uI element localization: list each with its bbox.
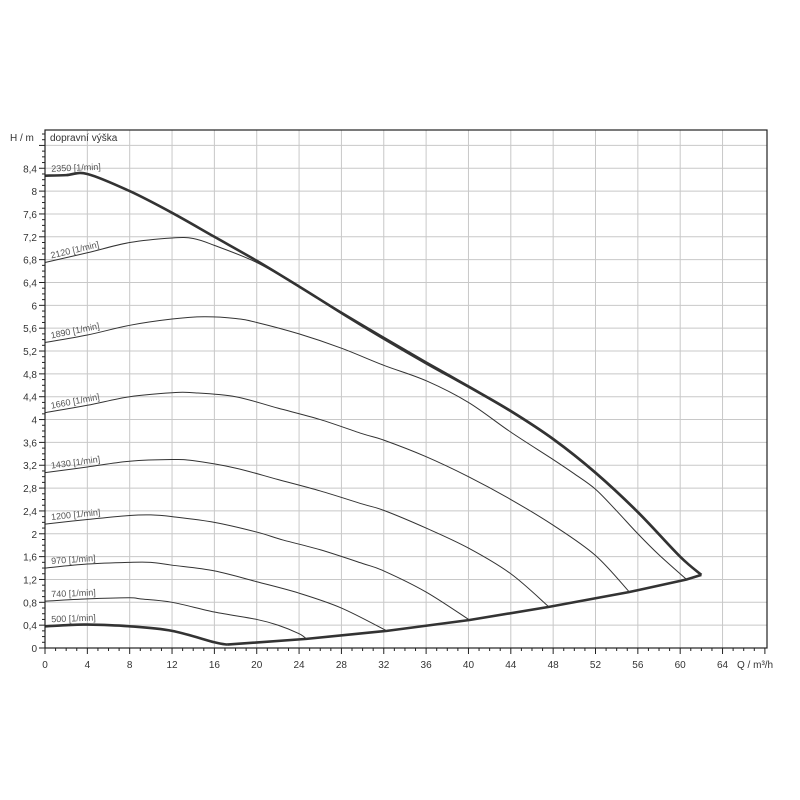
y-tick-label: 1,6: [23, 553, 37, 564]
y-tick-label: 6,4: [23, 278, 37, 289]
speed-curve-label-2350: 2350 [1/min]: [51, 162, 101, 174]
plot-frame: [44, 129, 768, 649]
y-tick-label: 6: [31, 301, 37, 312]
x-axis-label: Q / m³/h: [737, 660, 773, 671]
x-tick-label: 48: [548, 660, 560, 671]
grid: [44, 130, 767, 649]
x-tick-label: 40: [463, 660, 475, 671]
x-tick-label: 56: [632, 660, 644, 671]
y-tick-label: 1,2: [23, 575, 37, 586]
y-axis-label: H / m: [10, 133, 34, 144]
y-tick-label: 0,4: [23, 621, 37, 632]
curves: 2350 [1/min]2120 [1/min]1890 [1/min]1660…: [44, 162, 703, 646]
y-tick-label: 4,4: [23, 393, 37, 404]
speed-curve-1430: [44, 458, 550, 608]
y-tick-label: 7,2: [23, 233, 37, 244]
y-axis-description: dopravní výška: [50, 133, 118, 144]
speed-curve-label-1200: 1200 [1/min]: [51, 507, 101, 522]
x-tick-label: 4: [85, 660, 91, 671]
y-tick-label: 6,8: [23, 256, 37, 267]
y-tick-label: 0: [31, 644, 37, 655]
y-tick-label: 7,6: [23, 210, 37, 221]
y-tick-label: 3,6: [23, 438, 37, 449]
y-tick-label: 5,6: [23, 324, 37, 335]
y-tick-label: 0,8: [23, 598, 37, 609]
x-tick-label: 28: [336, 660, 348, 671]
x-tick-label: 20: [251, 660, 263, 671]
y-tick-label: 8,4: [23, 164, 37, 175]
y-tick-label: 2,4: [23, 507, 37, 518]
speed-curve-2120: [44, 237, 702, 576]
y-tick-label: 2: [31, 530, 37, 541]
speed-curve-1660: [44, 391, 630, 593]
speed-curve-1200: [44, 514, 470, 621]
axes: 0 4 8 12 16 20 24 28 32 36 40 44 48 52 56 60 6400,40,81,…: [23, 129, 768, 671]
speed-curve-740: [44, 597, 307, 640]
x-tick-label: 24: [294, 660, 306, 671]
end-of-curve-line: [226, 573, 702, 646]
x-tick-label: 60: [675, 660, 687, 671]
speed-curve-2350: [44, 171, 703, 576]
x-tick-label: 64: [717, 660, 729, 671]
speed-curve-label-970: 970 [1/min]: [51, 553, 96, 566]
y-tick-label: 2,8: [23, 484, 37, 495]
y-tick-label: 3,2: [23, 461, 37, 472]
x-tick-label: 44: [505, 660, 517, 671]
speed-curve-970: [44, 561, 388, 632]
y-tick-label: 5,2: [23, 347, 37, 358]
x-tick-label: 8: [127, 660, 133, 671]
y-tick-label: 4,8: [23, 370, 37, 381]
speed-curve-label-2120: 2120 [1/min]: [50, 239, 101, 260]
x-tick-label: 52: [590, 660, 602, 671]
y-tick-label: 8: [31, 187, 37, 198]
x-tick-label: 32: [378, 660, 390, 671]
x-tick-label: 36: [421, 660, 433, 671]
x-tick-label: 0: [42, 660, 48, 671]
speed-curve-label-500: 500 [1/min]: [51, 613, 96, 625]
speed-curve-label-740: 740 [1/min]: [51, 587, 96, 599]
x-tick-label: 16: [209, 660, 221, 671]
speed-curve-500: [44, 623, 228, 646]
speed-curve-1890: [44, 316, 687, 580]
y-tick-label: 4: [31, 416, 37, 427]
x-tick-label: 12: [166, 660, 178, 671]
